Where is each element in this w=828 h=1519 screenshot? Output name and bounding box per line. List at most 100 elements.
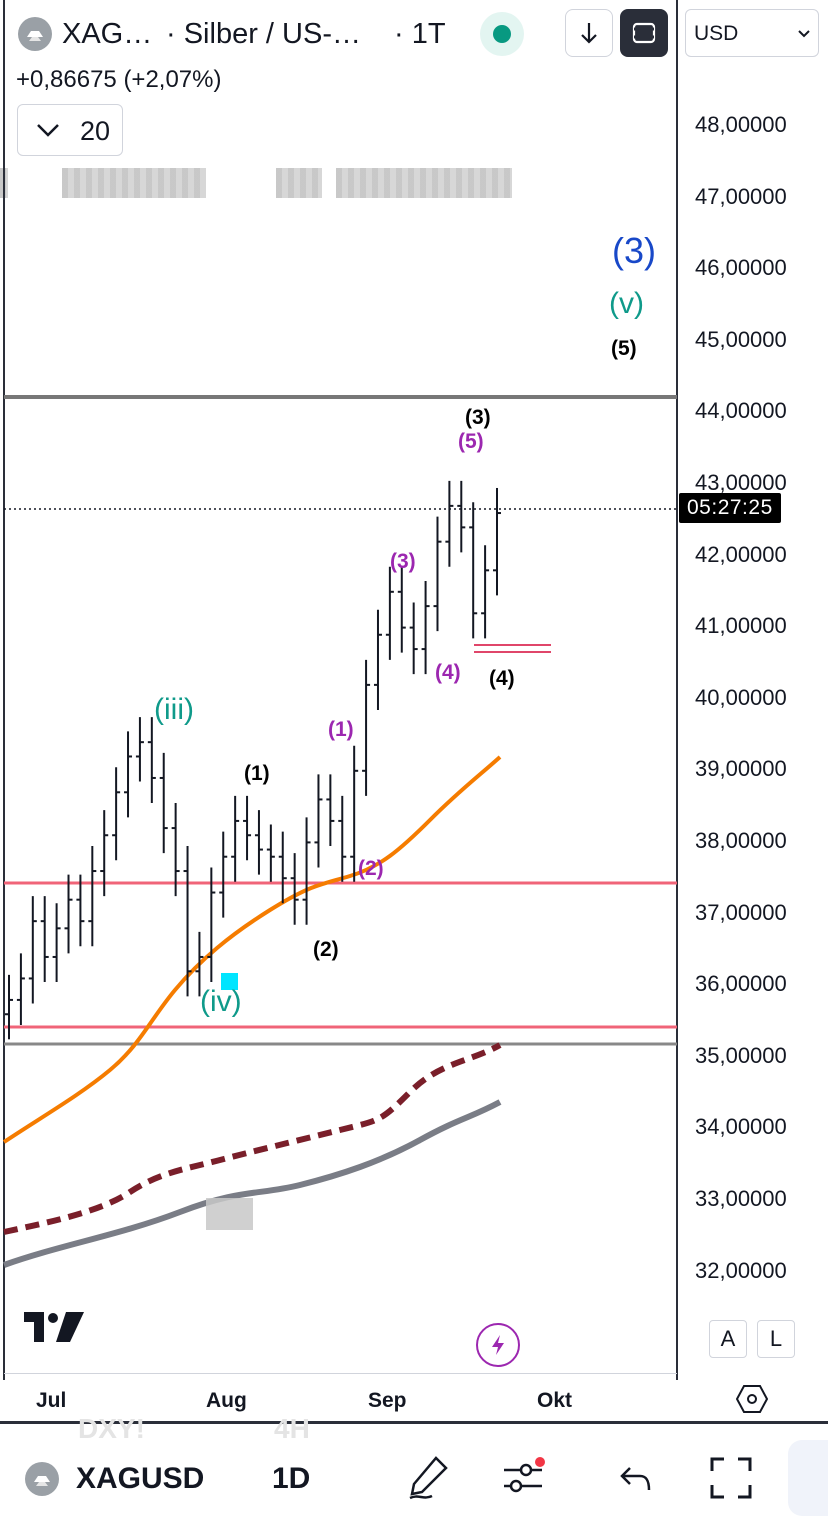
ohlc-bar xyxy=(135,717,144,782)
ma-grey-line xyxy=(2,1099,502,1268)
time-label-okt: Okt xyxy=(537,1389,573,1412)
wave-label-v: (v) xyxy=(609,287,644,320)
price-axis-label: 44,00000 xyxy=(695,398,787,424)
ohlc-bar xyxy=(266,824,275,882)
more-panel-button[interactable] xyxy=(788,1440,828,1516)
market-status-icon[interactable] xyxy=(480,12,524,56)
price-axis-label: 48,00000 xyxy=(695,112,787,137)
wave-label-purple-1: (1) xyxy=(328,718,354,741)
ohlc-bar xyxy=(290,853,299,925)
blurred-indicator-label xyxy=(62,168,206,198)
price-axis-label: 39,00000 xyxy=(695,756,787,782)
ohlc-bar xyxy=(314,774,323,868)
price-axis-label: 47,00000 xyxy=(695,183,787,209)
auto-scale-toggle[interactable]: A xyxy=(709,1320,747,1358)
wave-label-iii: (iii) xyxy=(154,693,194,726)
ohlc-bar xyxy=(493,487,501,596)
ohlc-bar xyxy=(171,803,180,897)
ohlc-bar xyxy=(409,602,418,675)
wave-label-purple-5: (5) xyxy=(458,430,484,453)
ohlc-bar xyxy=(76,874,85,947)
ohlc-bar xyxy=(100,810,109,897)
interval-label[interactable]: · 1T xyxy=(394,18,446,50)
time-label-jul: Jul xyxy=(36,1389,67,1412)
ohlc-bar xyxy=(350,745,359,882)
low-marker xyxy=(221,973,238,990)
symbol-name[interactable]: · Silber / US-… xyxy=(166,18,361,50)
price-axis-label: 40,00000 xyxy=(695,684,787,710)
tradingview-logo-icon xyxy=(24,1312,84,1342)
ohlc-bar xyxy=(219,831,228,918)
ohlc-bar xyxy=(457,480,466,553)
bottom-symbol[interactable]: XAGUSD xyxy=(76,1462,205,1495)
time-axis[interactable]: Jul Aug Sep Okt xyxy=(4,1373,677,1424)
ohlc-bar xyxy=(231,795,240,882)
symbol-logo-icon[interactable] xyxy=(25,1462,59,1496)
ohlc-bar xyxy=(397,566,406,653)
bottom-interval[interactable]: 1D xyxy=(272,1462,311,1495)
wave-label-purple-4: (4) xyxy=(435,661,461,684)
price-axis-label: 46,00000 xyxy=(695,255,787,281)
lightning-icon xyxy=(492,1335,504,1355)
blurred-indicator-label xyxy=(336,168,512,198)
axis-settings-button[interactable] xyxy=(735,1384,769,1419)
price-axis-label: 35,00000 xyxy=(695,1042,787,1068)
lightning-button[interactable] xyxy=(476,1323,520,1367)
ma-orange-line xyxy=(2,755,502,1144)
price-axis-label: 34,00000 xyxy=(695,1114,787,1140)
hexagon-settings-icon xyxy=(735,1385,769,1413)
price-axis-label: 32,00000 xyxy=(695,1257,787,1283)
wave-label-black-2: (2) xyxy=(313,938,339,961)
wave-label-black-4: (4) xyxy=(489,667,515,690)
undo-icon[interactable] xyxy=(620,1466,652,1492)
wave-label-black-1: (1) xyxy=(244,762,270,785)
ohlc-bar xyxy=(112,767,121,861)
indicator-count: 20 xyxy=(80,116,111,146)
ghost-toolbar-text: DXY! xyxy=(78,1413,145,1444)
ohlc-bar xyxy=(28,896,37,1004)
indicators-toggle[interactable]: 20 xyxy=(17,104,123,156)
ohlc-bar xyxy=(373,609,382,710)
symbol-logo-icon[interactable] xyxy=(18,17,52,51)
fullscreen-chart-button[interactable] xyxy=(620,9,668,57)
price-axis-label: 43,00000 xyxy=(695,470,787,495)
drawing-pen-icon[interactable] xyxy=(406,1454,450,1502)
wave-label-iv: (iv) xyxy=(200,985,242,1018)
wave-label-black-3: (3) xyxy=(465,406,491,429)
bottom-toolbar: XAGUSD 1D xyxy=(0,1430,828,1519)
download-button[interactable] xyxy=(565,9,613,57)
price-axis-label: 37,00000 xyxy=(695,899,787,925)
market-status-dot xyxy=(493,25,511,43)
currency-select[interactable]: USD xyxy=(685,9,819,57)
ohlc-bar xyxy=(445,480,454,567)
price-axis-label: 42,00000 xyxy=(695,541,787,567)
ma-dashed-line xyxy=(3,1042,502,1235)
price-axis-label: 38,00000 xyxy=(695,828,787,853)
wave-label-purple-2: (2) xyxy=(358,857,384,880)
fullscreen-icon[interactable] xyxy=(710,1457,752,1499)
indicator-settings-icon[interactable] xyxy=(502,1456,548,1496)
symbol-short[interactable]: XAG… xyxy=(62,18,153,50)
wave-label-purple-3: (3) xyxy=(390,550,416,573)
ohlc-bar xyxy=(88,845,97,947)
blurred-indicator-label xyxy=(276,168,322,198)
ohlc-bar xyxy=(385,566,394,660)
log-scale-toggle[interactable]: L xyxy=(757,1320,795,1358)
countdown-label: 05:27:25 xyxy=(679,493,781,523)
chevron-down-icon xyxy=(798,30,810,38)
ohlc-bar xyxy=(433,516,442,632)
time-label-aug: Aug xyxy=(206,1389,247,1412)
ghost-toolbar-text: 4H xyxy=(274,1413,310,1444)
wave-label-big-3: (3) xyxy=(612,230,656,271)
ohlc-bar xyxy=(207,867,216,983)
ohlc-bar xyxy=(469,502,478,639)
ohlc-bar xyxy=(159,752,168,854)
ohlc-bar xyxy=(40,896,49,983)
price-axis-label: 45,00000 xyxy=(695,326,787,352)
wave-label-top-5: (5) xyxy=(611,337,637,360)
ohlc-bar xyxy=(326,774,335,846)
price-axis-label: 41,00000 xyxy=(695,613,787,639)
time-label-sep: Sep xyxy=(368,1389,407,1412)
price-chart[interactable] xyxy=(0,0,828,1380)
ohlc-bar xyxy=(195,931,204,997)
